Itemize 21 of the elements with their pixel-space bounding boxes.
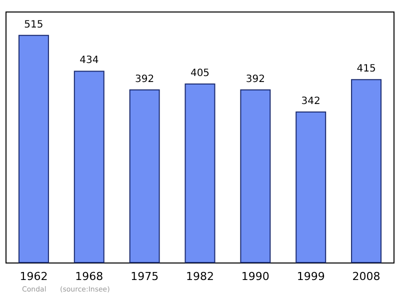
bar bbox=[351, 79, 382, 263]
x-tick-label: 2008 bbox=[352, 270, 380, 283]
bar bbox=[296, 111, 326, 263]
data-label: 405 bbox=[190, 68, 210, 80]
data-label: 515 bbox=[24, 19, 44, 30]
x-tick-label: 1975 bbox=[130, 270, 159, 283]
bar bbox=[18, 34, 49, 263]
x-tick-label: 1962 bbox=[20, 270, 48, 283]
x-tick-label: 1999 bbox=[296, 270, 325, 283]
bar bbox=[240, 89, 271, 263]
bar bbox=[129, 89, 160, 263]
x-tick-label: 1982 bbox=[186, 270, 214, 283]
data-label: 392 bbox=[135, 74, 154, 85]
x-tick-label: 1990 bbox=[241, 270, 270, 283]
bar bbox=[184, 84, 216, 263]
bar bbox=[74, 70, 104, 263]
data-label: 342 bbox=[301, 96, 320, 107]
data-label: 434 bbox=[80, 55, 99, 66]
data-label: 415 bbox=[356, 64, 376, 75]
x-tick-label: 1968 bbox=[75, 270, 104, 283]
data-label: 392 bbox=[246, 74, 265, 85]
